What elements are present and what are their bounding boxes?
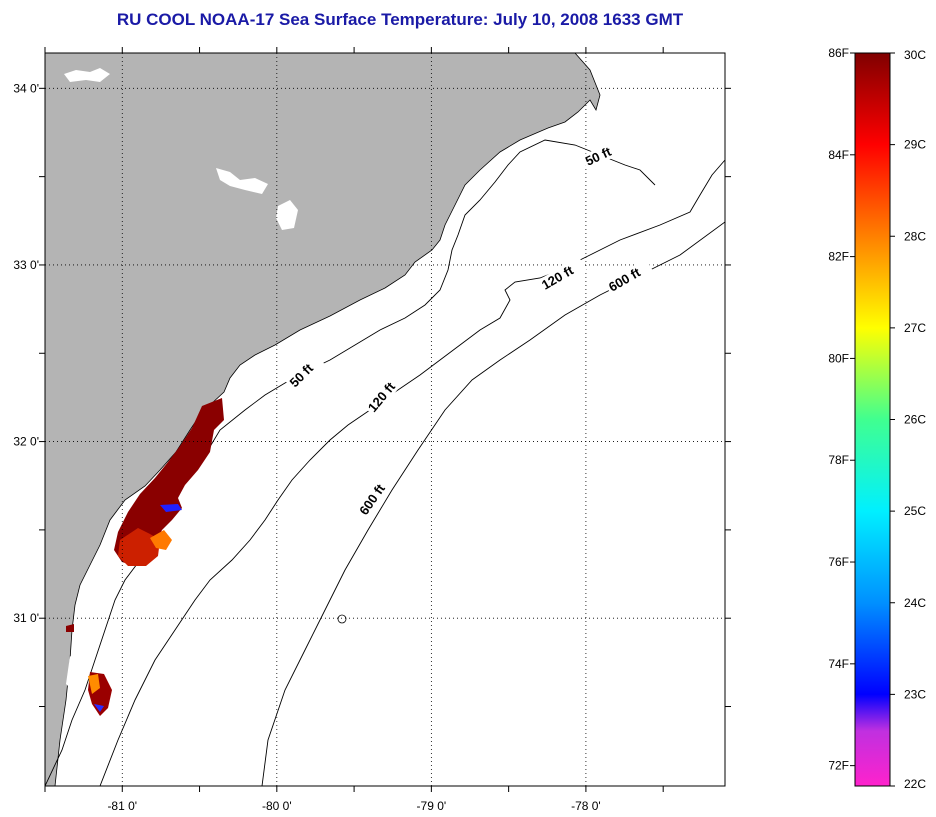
fahrenheit-label: 86F	[828, 46, 849, 60]
contour-50ft	[45, 139, 656, 786]
sst-patch-cool-spot	[160, 504, 182, 512]
sst-patch-south-cool	[94, 704, 104, 712]
sst-patch-north-edge	[118, 528, 160, 566]
lake	[64, 68, 110, 82]
fahrenheit-label: 80F	[828, 351, 849, 365]
celsius-label: 27C	[904, 321, 926, 335]
sst-patch-south-warm	[88, 674, 100, 694]
contour-label-bg	[581, 139, 624, 170]
x-tick-label: -79 0'	[417, 799, 447, 813]
celsius-label: 24C	[904, 596, 926, 610]
fahrenheit-label: 78F	[828, 453, 849, 467]
celsius-label: 23C	[904, 687, 926, 701]
contour-label-bg	[537, 256, 587, 294]
x-tick-label: -78 0'	[571, 799, 601, 813]
celsius-label: 25C	[904, 504, 926, 518]
celsius-label: 30C	[904, 48, 926, 62]
fahrenheit-label: 72F	[828, 759, 849, 773]
fahrenheit-label: 84F	[828, 148, 849, 162]
celsius-label: 28C	[904, 229, 926, 243]
fahrenheit-label: 82F	[828, 250, 849, 264]
fahrenheit-label: 76F	[828, 555, 849, 569]
y-tick-label: 34 0'	[13, 81, 39, 95]
contour-label-bg	[355, 471, 395, 520]
x-tick-label: -80 0'	[262, 799, 292, 813]
lake	[276, 200, 298, 230]
y-tick-label: 31 0'	[13, 611, 39, 625]
sst-patch-north-warm	[150, 530, 172, 550]
colorbar: 30C 29C 28C 27C 26C 25C 24C 23C 22C 86F 84F 82F 80F 7…	[828, 46, 926, 791]
axis-ticks: -81 0' -80 0' -79 0' -78 0' 34 0' 33 0' 32 0' 3…	[13, 47, 731, 813]
celsius-label: 29C	[904, 138, 926, 152]
lake	[216, 168, 268, 194]
celsius-label: 22C	[904, 777, 926, 791]
gridlines	[45, 53, 725, 786]
y-tick-label: 33 0'	[13, 258, 39, 272]
x-tick-label: -81 0'	[107, 799, 137, 813]
contour-label-bg	[285, 352, 324, 392]
y-tick-label: 32 0'	[13, 435, 39, 449]
lake	[66, 656, 76, 690]
sst-patch-island	[66, 624, 74, 632]
colorbar-bar	[854, 52, 891, 787]
map-frame	[44, 52, 726, 787]
celsius-label: 26C	[904, 413, 926, 427]
sst-patch-north	[114, 398, 224, 566]
map-title: RU COOL NOAA-17 Sea Surface Temperature:…	[116, 10, 684, 29]
land-mass	[45, 53, 601, 786]
contour-120ft	[99, 159, 725, 786]
contour-label-bg	[363, 370, 406, 417]
fahrenheit-label: 74F	[828, 657, 849, 671]
contour-label-bg	[604, 258, 654, 296]
seamount-contour	[337, 614, 347, 624]
